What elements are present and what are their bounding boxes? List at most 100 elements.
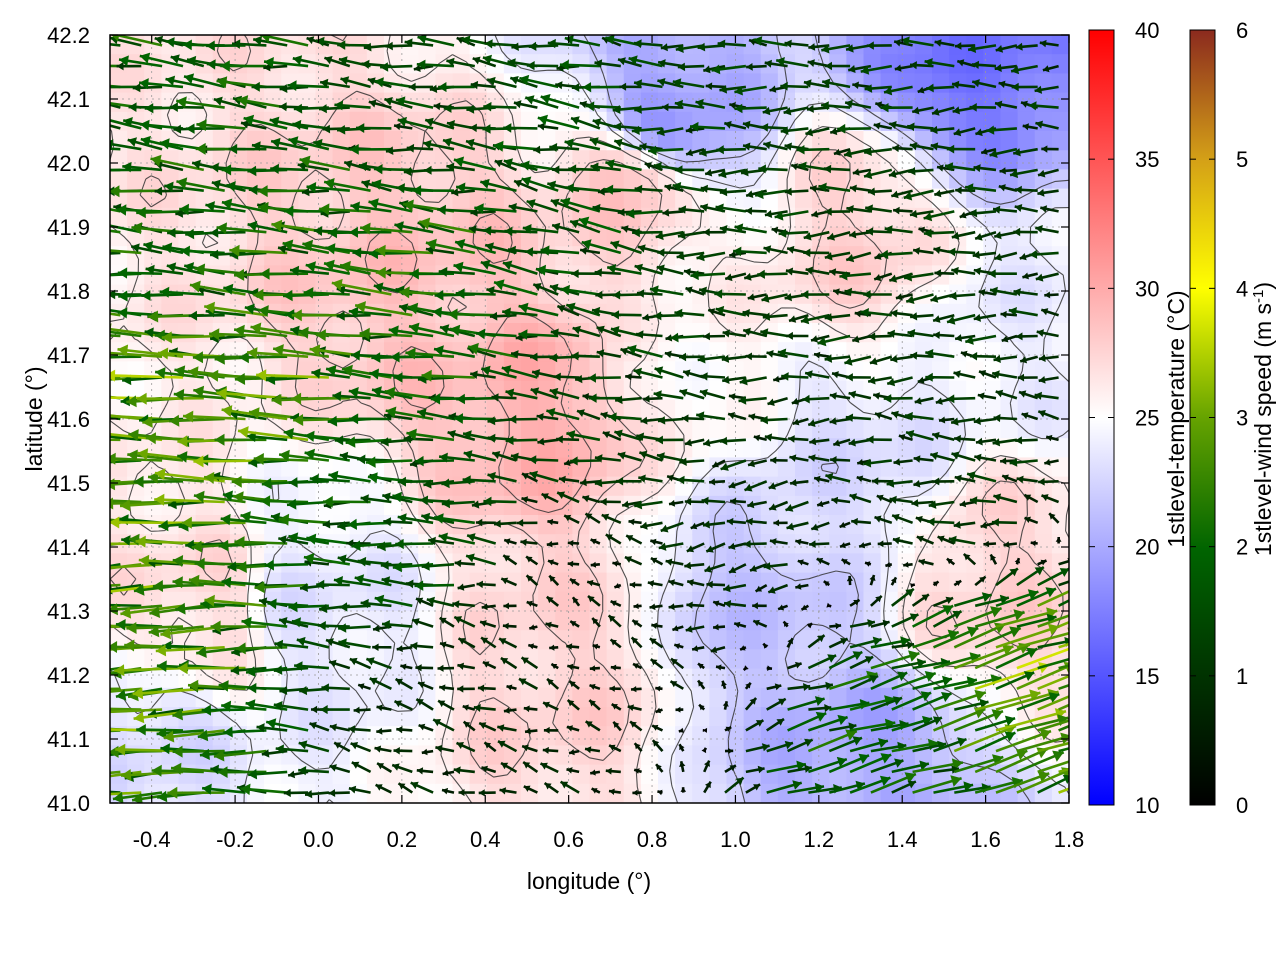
heatmap-cell: [777, 399, 796, 420]
wind-vector-head: [100, 600, 109, 611]
heatmap-cell: [264, 764, 282, 785]
wind-vector-head: [96, 270, 106, 281]
heatmap-cell: [795, 342, 813, 362]
heatmap-cell: [795, 668, 813, 689]
heatmap-cell: [675, 783, 693, 803]
wind-vector-head: [81, 183, 90, 193]
heatmap-cell: [452, 457, 471, 478]
heatmap-cell: [521, 476, 539, 497]
heatmap-cell: [572, 515, 591, 535]
heatmap-cell: [932, 515, 950, 535]
heatmap-cell: [812, 399, 830, 420]
heatmap-cell: [795, 207, 813, 228]
heatmap-cell: [469, 169, 488, 190]
heatmap-cell: [195, 188, 214, 209]
heatmap-cell: [623, 188, 642, 209]
heatmap-cell: [760, 630, 779, 650]
heatmap-cell: [435, 783, 454, 803]
heatmap-cell: [452, 591, 471, 612]
heatmap-cell: [880, 419, 899, 439]
heatmap-cell: [298, 207, 317, 228]
heatmap-cell: [760, 783, 779, 803]
heatmap-cell: [846, 188, 865, 209]
heatmap-cell: [469, 649, 488, 670]
heatmap-cell: [1051, 54, 1069, 74]
heatmap-cell: [1051, 534, 1069, 554]
heatmap-cell: [247, 188, 265, 209]
heatmap-cell: [486, 534, 505, 554]
wind-vector-head: [76, 645, 86, 657]
heatmap-cell: [555, 611, 573, 631]
heatmap-cell: [846, 687, 865, 708]
heatmap-cell: [418, 630, 436, 650]
heatmap-cell: [829, 476, 847, 497]
heatmap-cell: [692, 726, 710, 746]
heatmap-cell: [418, 764, 436, 785]
heatmap-cell: [623, 399, 642, 420]
heatmap-cell: [658, 111, 676, 132]
heatmap-cell: [435, 35, 454, 55]
heatmap-cell: [675, 591, 693, 612]
heatmap-cell: [726, 323, 745, 343]
heatmap-cell: [195, 73, 214, 94]
heatmap-cell: [384, 303, 402, 324]
heatmap-cell: [315, 457, 334, 478]
heatmap-cell: [863, 534, 882, 554]
heatmap-cell: [777, 323, 796, 343]
heatmap-cell: [658, 342, 676, 362]
heatmap-cell: [1000, 227, 1019, 247]
heatmap-cell: [932, 399, 950, 420]
heatmap-cell: [777, 380, 796, 401]
heatmap-cell: [538, 476, 556, 497]
heatmap-cell: [777, 476, 796, 497]
wind-vector-head: [88, 587, 99, 599]
heatmap-cell: [521, 534, 539, 554]
heatmap-cell: [949, 150, 967, 170]
heatmap-cell: [897, 534, 916, 554]
heatmap-cell: [1034, 92, 1053, 113]
wind-vector-head: [99, 220, 109, 231]
heatmap-cell: [812, 150, 830, 170]
heatmap-cell: [880, 476, 899, 497]
heatmap-cell: [486, 419, 505, 439]
wind-vector-head: [90, 97, 99, 106]
heatmap-cell: [469, 783, 488, 803]
heatmap-cell: [623, 668, 642, 689]
heatmap-cell: [606, 668, 625, 689]
heatmap-cell: [812, 591, 830, 612]
wind-vector-head: [76, 773, 87, 785]
wind-vector-head: [92, 96, 103, 108]
heatmap-cell: [298, 380, 317, 401]
heatmap-cell: [932, 380, 950, 401]
heatmap-cell: [709, 783, 728, 803]
heatmap-cell: [264, 169, 282, 190]
heatmap-cell: [623, 35, 642, 55]
wind-vector-head: [91, 325, 102, 337]
heatmap-cell: [829, 188, 847, 209]
heatmap-cell: [829, 399, 847, 420]
heatmap-cell: [332, 534, 351, 554]
heatmap-cell: [503, 687, 522, 708]
heatmap-cell: [349, 553, 368, 574]
heatmap-cell: [640, 380, 659, 401]
heatmap-cell: [743, 207, 762, 228]
heatmap-cell: [743, 380, 762, 401]
heatmap-cell: [281, 188, 299, 209]
heatmap-cell: [127, 380, 145, 401]
heatmap-cell: [435, 726, 454, 746]
heatmap-cell: [606, 73, 625, 94]
heatmap-cell: [795, 438, 813, 458]
heatmap-cell: [298, 591, 317, 612]
heatmap-cell: [315, 726, 334, 746]
heatmap-cell: [760, 515, 779, 535]
wind-vector-head: [80, 565, 91, 577]
wind-vector-head: [110, 81, 111, 93]
heatmap-cell: [401, 54, 419, 74]
heatmap-cell: [195, 54, 214, 74]
heatmap-cell: [589, 457, 608, 478]
heatmap-cell: [229, 649, 248, 670]
heatmap-cell: [1051, 73, 1069, 94]
heatmap-cell: [829, 150, 847, 170]
heatmap-cell: [572, 649, 591, 670]
heatmap-cell: [623, 303, 642, 324]
